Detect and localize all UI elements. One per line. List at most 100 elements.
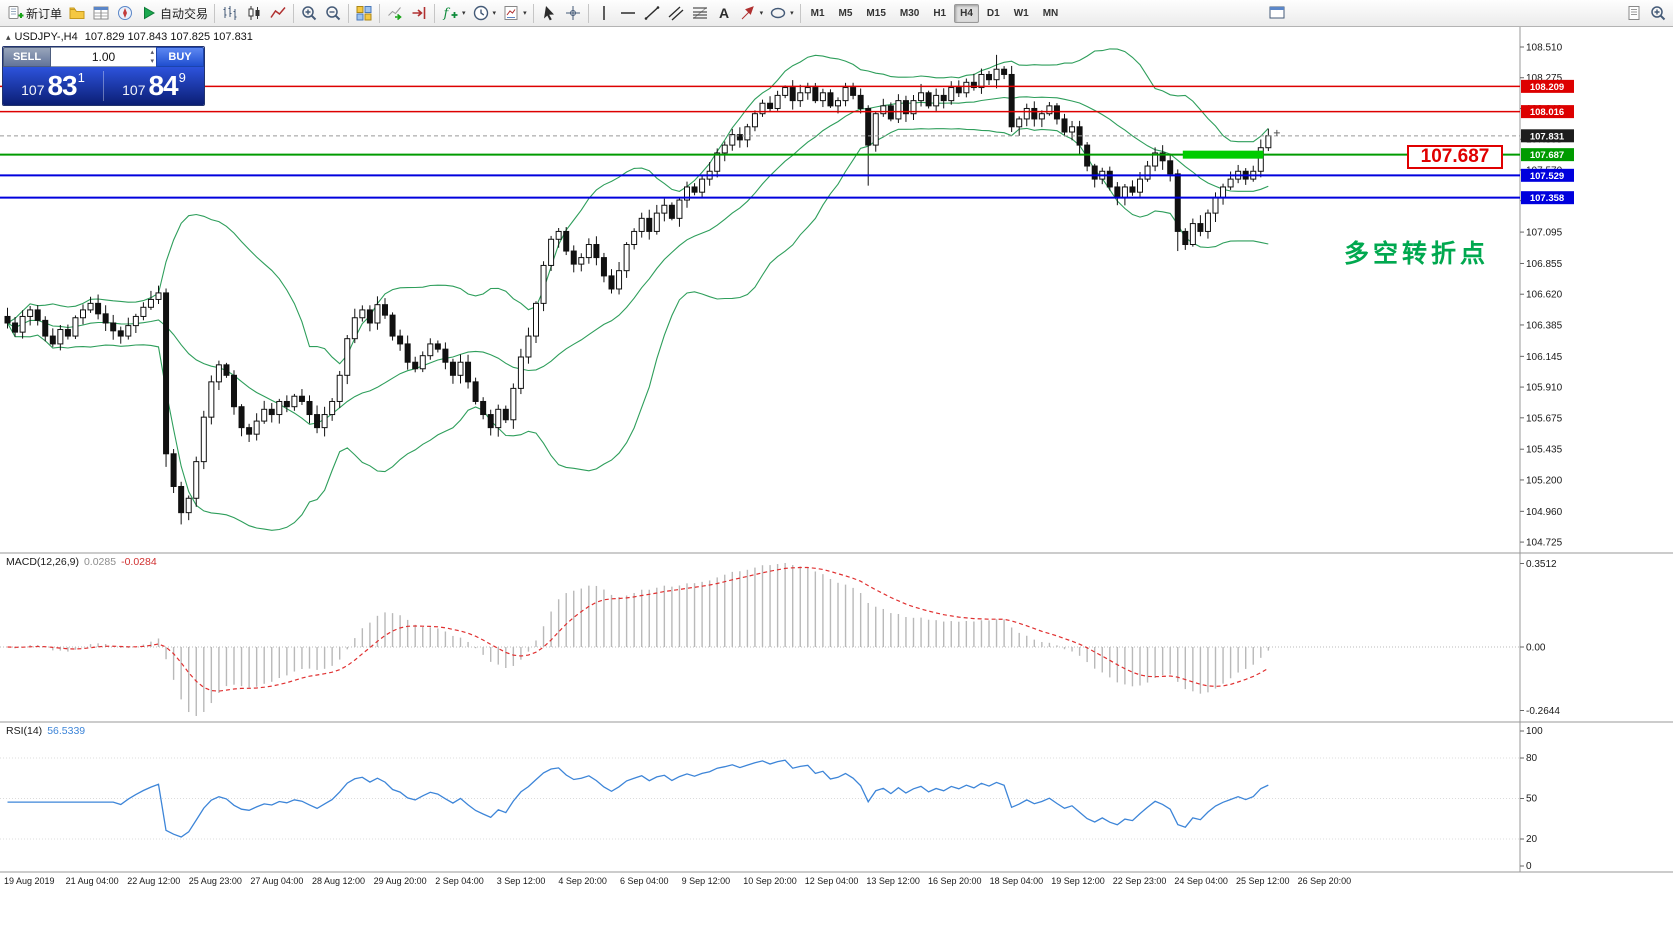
spin-up-icon[interactable]: ▴ xyxy=(150,49,154,56)
autotrading-icon xyxy=(140,4,158,22)
time-label: 25 Aug 23:00 xyxy=(189,876,242,886)
price-callout-box[interactable]: 107.687 xyxy=(1407,145,1503,169)
templates-menu-button[interactable]: ▾ xyxy=(499,2,530,25)
chart-title: ▴ USDJPY-,H4 107.829 107.843 107.825 107.8… xyxy=(6,31,253,43)
buy-button[interactable]: BUY xyxy=(156,47,204,67)
buy-price-prefix: 107 xyxy=(122,82,146,98)
profiles-button[interactable] xyxy=(65,2,89,25)
panel-borders xyxy=(0,27,1673,873)
toolbar-separator xyxy=(799,3,801,23)
timeframe-m1[interactable]: M1 xyxy=(810,7,825,19)
time-label: 22 Sep 23:00 xyxy=(1113,876,1167,886)
timeframe-m15[interactable]: M15 xyxy=(866,7,886,19)
autotrading-button[interactable]: 自动交易 xyxy=(137,2,211,25)
svg-text:107.831: 107.831 xyxy=(1530,131,1565,142)
svg-text:108.209: 108.209 xyxy=(1530,82,1564,93)
new-chart-window-button[interactable] xyxy=(1265,2,1289,25)
candles-icon xyxy=(245,4,263,22)
toolbar-separator xyxy=(434,3,436,23)
spin-down-icon[interactable]: ▾ xyxy=(150,58,154,65)
sell-button[interactable]: SELL xyxy=(3,47,51,67)
rsi-tick-label: 50 xyxy=(1526,794,1538,805)
time-label: 18 Sep 04:00 xyxy=(990,876,1044,886)
chart-annotation-text[interactable]: 多空转折点 xyxy=(1344,240,1490,268)
autoscroll-icon xyxy=(386,4,404,22)
navigator-button[interactable] xyxy=(113,2,137,25)
toolbar-mid-right-group xyxy=(1265,2,1289,25)
line-chart-button[interactable] xyxy=(266,2,290,25)
indicators-menu-button[interactable]: f ▾ xyxy=(438,2,469,25)
toolbar-far-right-group xyxy=(1622,2,1670,25)
chart-list-button[interactable] xyxy=(1622,2,1646,25)
rsi-line xyxy=(7,759,1269,838)
horizontal-line-tool-button[interactable] xyxy=(616,2,640,25)
chart-shift-button[interactable] xyxy=(407,2,431,25)
cursor-icon xyxy=(540,4,558,22)
time-axis[interactable]: 19 Aug 2019 21 Aug 04:00 22 Aug 12:00 25 Au… xyxy=(4,876,1351,886)
time-label: 12 Sep 04:00 xyxy=(805,876,859,886)
macd-name: MACD(12,26,9) xyxy=(6,556,79,568)
one-click-collapse-icon[interactable]: ▴ xyxy=(6,32,11,42)
candlestick-series[interactable] xyxy=(4,54,1272,525)
horizontal-levels[interactable]: 108.209 108.016 107.687 107.529 107.358 107.8… xyxy=(0,79,1574,205)
window-icon xyxy=(1268,4,1286,22)
doc-icon xyxy=(1625,4,1643,22)
timeframe-w1[interactable]: W1 xyxy=(1013,7,1029,19)
trendline-icon xyxy=(643,4,661,22)
timeframe-mn[interactable]: MN xyxy=(1042,7,1059,19)
vline-icon xyxy=(595,4,613,22)
timeframe-d1[interactable]: D1 xyxy=(986,7,1000,19)
price-tick-label: 108.275 xyxy=(1526,73,1563,84)
periods-menu-button[interactable]: ▾ xyxy=(469,2,500,25)
bid-price-label xyxy=(1521,129,1574,143)
timeframe-m5[interactable]: M5 xyxy=(838,7,853,19)
time-label: 3 Sep 12:00 xyxy=(497,876,546,886)
price-axis[interactable]: 108.510108.275108.040107.805107.570107.3… xyxy=(1520,43,1563,549)
fibonacci-tool-button[interactable] xyxy=(688,2,712,25)
buy-price[interactable]: 107 849 xyxy=(104,70,204,102)
equidistant-channel-tool-button[interactable] xyxy=(664,2,688,25)
timeframe-h1[interactable]: H1 xyxy=(933,7,947,19)
chart-symbol-period: USDJPY-,H4 xyxy=(14,31,78,43)
zoom-in-icon xyxy=(300,4,318,22)
time-label: 4 Sep 20:00 xyxy=(558,876,607,886)
shapes-tool-button[interactable]: ▾ xyxy=(766,2,797,25)
volume-value: 1.00 xyxy=(91,50,116,64)
timeframe-m30[interactable]: M30 xyxy=(899,7,920,19)
bars-icon xyxy=(221,4,239,22)
price-tick-label: 106.145 xyxy=(1526,352,1563,363)
candlestick-chart-button[interactable] xyxy=(242,2,266,25)
time-label: 19 Sep 12:00 xyxy=(1051,876,1105,886)
search-button[interactable] xyxy=(1646,2,1670,25)
volume-spinner[interactable]: ▴ ▾ xyxy=(150,48,154,66)
fibo-icon xyxy=(691,4,709,22)
time-label: 27 Aug 04:00 xyxy=(250,876,303,886)
time-label: 2 Sep 04:00 xyxy=(435,876,484,886)
dropdown-caret-icon: ▾ xyxy=(462,10,466,17)
clock-icon xyxy=(472,4,490,22)
zoom-in-button[interactable] xyxy=(297,2,321,25)
price-tick-label: 107.095 xyxy=(1526,228,1563,239)
vertical-line-tool-button[interactable] xyxy=(592,2,616,25)
price-tick-label: 108.510 xyxy=(1526,43,1563,54)
autotrading-button-label: 自动交易 xyxy=(160,6,209,21)
bar-chart-button[interactable] xyxy=(218,2,242,25)
zoom-out-icon xyxy=(324,4,342,22)
volume-input[interactable]: 1.00 ▴ ▾ xyxy=(51,47,156,67)
auto-scroll-button[interactable] xyxy=(383,2,407,25)
tile-windows-button[interactable] xyxy=(352,2,376,25)
zoom-out-button[interactable] xyxy=(321,2,345,25)
cursor-tool-button[interactable] xyxy=(537,2,561,25)
timeframe-h4[interactable]: H4 xyxy=(954,3,979,23)
trendline-tool-button[interactable] xyxy=(640,2,664,25)
market-watch-button[interactable] xyxy=(89,2,113,25)
zoom-in-icon xyxy=(1649,4,1667,22)
sell-price[interactable]: 107 831 xyxy=(3,70,103,102)
text-tool-button[interactable]: A xyxy=(712,2,736,25)
price-divider xyxy=(103,71,104,101)
new-order-icon xyxy=(6,4,24,22)
arrows-tool-button[interactable]: ▾ xyxy=(736,2,767,25)
new-order-button[interactable]: 新订单 xyxy=(3,2,65,25)
crosshair-tool-button[interactable] xyxy=(561,2,585,25)
